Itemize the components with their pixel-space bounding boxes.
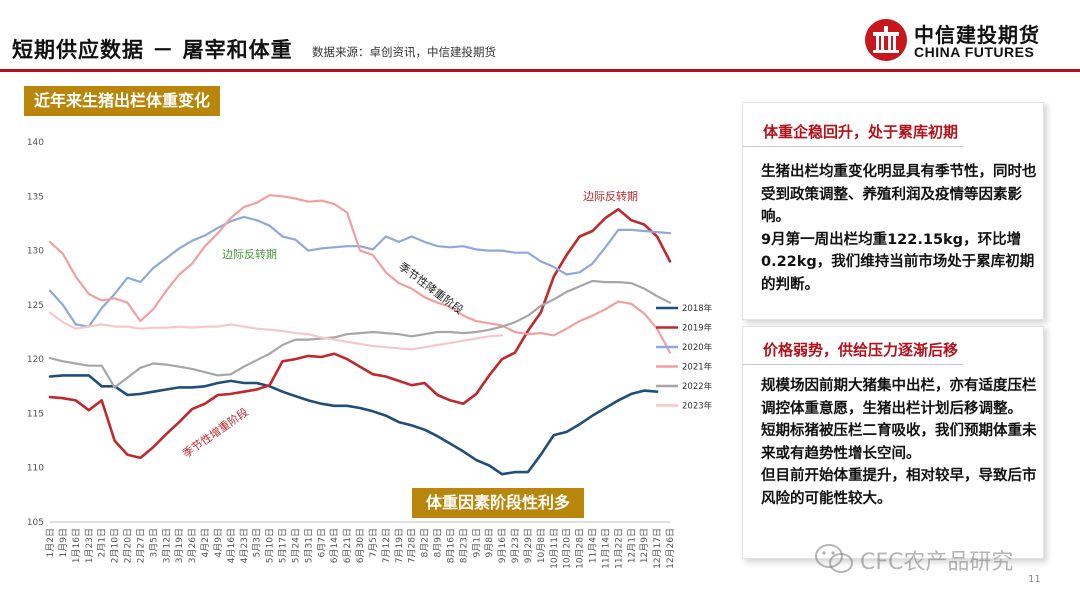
legend-label: 2018年 [682,303,713,314]
x-tick-label: 5月24日 [290,528,301,563]
x-tick-label: 10月20日 [562,528,573,569]
x-tick-label: 6月14日 [329,528,340,563]
x-tick-label: 3月26日 [187,528,198,563]
x-tick-label: 9月23日 [510,528,521,563]
x-tick-label: 9月1日 [471,528,482,557]
x-tick-label: 9月16日 [497,528,508,563]
series-line-2023年 [48,311,504,351]
page-number: 11 [1028,574,1041,585]
data-source: 数据来源：卓创资讯，中信建投期货 [312,45,496,59]
legend-label: 2019年 [682,323,713,334]
x-tick-label: 7月19日 [394,528,405,563]
x-tick-label: 1月16日 [71,528,82,563]
x-tick-label: 3月12日 [161,528,172,563]
y-tick-label: 130 [27,247,44,257]
x-tick-label: 4月16日 [226,528,237,563]
legend-label: 2023年 [682,401,713,412]
x-tick-label: 2月27日 [135,528,146,563]
x-tick-label: 3月5日 [148,528,159,557]
x-tick-label: 4月23日 [239,528,250,563]
y-tick-label: 105 [27,518,44,528]
annotation-red-top: 边际反转期 [583,189,638,203]
x-tick-label: 11月14日 [600,528,611,569]
legend-label: 2022年 [682,381,713,392]
card2-title: 价格弱势，供给压力逐渐后移 [743,335,963,365]
x-tick-label: 11月22日 [613,528,624,569]
company-logo: 中信建投期货 CHINA FUTURES [864,18,1074,64]
y-tick-label: 120 [27,355,44,365]
x-tick-label: 1月23日 [84,528,95,563]
page-title: 短期供应数据 － 屠宰和体重 [12,38,293,62]
x-tick-label: 2月10日 [110,528,121,563]
x-tick-label: 8月23日 [458,528,469,563]
y-tick-label: 140 [27,138,44,148]
logo-mark-icon [865,19,907,61]
x-tick-label: 11月4日 [588,528,599,563]
x-tick-label: 9月8日 [484,528,495,557]
x-tick-label: 10月8日 [536,528,547,563]
legend-label: 2020年 [682,342,713,353]
wechat-icon [815,544,853,573]
x-tick-label: 6月21日 [342,528,353,563]
logo-text-cn: 中信建投期货 [914,23,1040,47]
x-tick-label: 8月16日 [445,528,456,563]
x-tick-label: 8月9日 [433,528,444,557]
x-tick-label: 12月26日 [665,528,676,569]
card2-paragraph-3: 但目前开始体重提升，相对较早，导致后市风险的可能性较大。 [761,468,1037,507]
x-tick-label: 8月2日 [420,528,431,557]
x-tick-label: 5月31日 [303,528,314,563]
header: 短期供应数据 － 屠宰和体重 数据来源：卓创资讯，中信建投期货 中信建投期货 C… [0,0,1080,72]
series-line-2019年 [48,208,672,460]
annotation-increase: 季节性增重阶段 [180,405,251,461]
card1-paragraph-2: 9月第一周出栏均重122.15kg，环比增0.22kg，我们维持当前市场处于累库… [761,231,1035,293]
x-tick-label: 10月28日 [575,528,586,569]
x-tick-label: 2月1日 [97,528,108,557]
card2-paragraph-2: 短期标猪被压栏二育吸收，我们预期体重未来或有趋势性增长空间。 [761,423,1037,462]
card2-paragraph-1: 规模场因前期大猪集中出栏，亦有适度压栏调控体重意愿，生猪出栏计划后移调整。 [761,378,1037,417]
x-tick-label: 9月29日 [523,528,534,563]
x-tick-label: 12月17日 [652,528,663,569]
series-line-2020年 [48,215,672,328]
series-line-2021年 [48,194,672,354]
card2-body: 规模场因前期大猪集中出栏，亦有适度压栏调控体重意愿，生猪出栏计划后移调整。 短期标… [761,375,1037,510]
y-tick-label: 115 [27,409,44,419]
x-tick-label: 7月5日 [368,528,379,557]
series-line-2022年 [48,279,672,389]
x-tick-label: 7月28日 [407,528,418,563]
x-tick-label: 5月17日 [278,528,289,563]
annotation-green: 边际反转期 [222,247,277,261]
x-tick-label: 6月7日 [316,528,327,557]
card1-body: 生猪出栏均重变化明显具有季节性，同时也受到政策调整、养殖利润及疫情等因素影响。 9… [761,161,1037,296]
y-tick-label: 125 [27,301,44,311]
y-tick-label: 135 [27,192,44,202]
x-tick-label: 4月9日 [213,528,224,557]
x-tick-label: 5月3日 [252,528,263,557]
card1-paragraph-1: 生猪出栏均重变化明显具有季节性，同时也受到政策调整、养殖利润及疫情等因素影响。 [761,164,1037,225]
y-tick-label: 110 [27,464,44,474]
legend-label: 2021年 [682,362,713,373]
x-tick-label: 12月9日 [639,528,650,563]
x-tick-label: 5月10日 [265,528,276,563]
x-tick-label: 2月20日 [123,528,134,563]
x-tick-label: 6月30日 [355,528,366,563]
x-tick-label: 1月2日 [45,528,56,557]
header-divider [0,69,1080,72]
logo-text-en: CHINA FUTURES [914,44,1035,60]
x-tick-label: 3月19日 [174,528,185,563]
insight-card-1: 体重企稳回升，处于累库初期 生猪出栏均重变化明显具有季节性，同时也受到政策调整、… [742,102,1044,320]
insight-card-2: 价格弱势，供给压力逐渐后移 规模场因前期大猪集中出栏，亦有适度压栏调控体重意愿，… [742,326,1044,559]
banner-conclusion: 体重因素阶段性利多 [412,488,585,518]
series-line-2018年 [48,374,659,476]
weight-line-chart: 105 110 115 120 125 130 135 140 1月2日 1月9日 1月16日 1月… [27,138,713,569]
x-tick-label: 7月12日 [381,528,392,563]
annotation-decline: 季节性降重阶段 [396,259,466,317]
card1-title: 体重企稳回升，处于累库初期 [743,117,963,147]
watermark-text: CFC农产品研究 [860,550,1014,575]
x-tick-label: 4月2日 [200,528,211,557]
x-tick-label: 10月11日 [549,528,560,569]
chart-heading: 近年来生猪出栏体重变化 [24,86,221,116]
x-tick-label: 1月9日 [58,528,69,557]
x-tick-label: 12月1日 [626,528,637,563]
